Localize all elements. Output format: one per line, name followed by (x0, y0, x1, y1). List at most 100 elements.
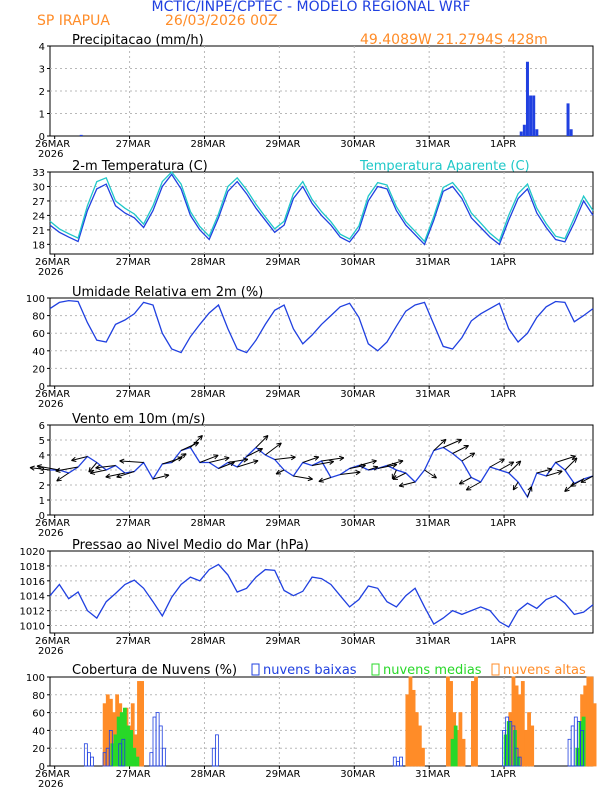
x-tick-label: 27MAR (116, 518, 151, 529)
cloud-bar (414, 712, 419, 767)
wind-arrow (218, 461, 235, 469)
cloud-bar (408, 676, 413, 767)
cloud-bar (530, 725, 535, 767)
year-label: 2026 (38, 646, 63, 657)
wind-arrow (391, 469, 397, 480)
low-clouds-legend-swatch (251, 663, 260, 676)
wind-arrowhead (371, 459, 377, 465)
wind-arrowhead (89, 469, 96, 475)
cloud-bar (527, 712, 531, 767)
y-tick-label: 60 (32, 709, 45, 720)
x-tick-label: 31MAR (415, 769, 450, 780)
wind-arrow (461, 452, 475, 462)
cloud-bar (113, 734, 118, 767)
cloud-bar (135, 756, 140, 767)
wind-arrow (88, 462, 98, 473)
wind-arrowhead (116, 473, 122, 479)
x-tick-label: 1APR (490, 518, 516, 529)
wind-arrow (274, 456, 296, 460)
x-tick-label: 28MAR (190, 389, 225, 400)
y-tick-label: 24 (32, 211, 45, 222)
wind-arrow (237, 460, 259, 468)
wind-arrow (321, 457, 344, 462)
wind-arrow (246, 448, 263, 457)
wind-arrowhead (95, 464, 101, 470)
precip-bar (529, 95, 533, 136)
x-tick-label: 26MAR (35, 636, 70, 647)
panel-0: 26MAR 27MAR 28MAR 29MAR 30MAR 31MAR 1APR 2026 0 1… (35, 42, 594, 160)
cloud-bar (132, 747, 137, 767)
year-label: 2026 (38, 149, 63, 160)
y-tick-label: 40 (32, 347, 45, 358)
wind-arrow (171, 453, 187, 463)
y-tick-label: 3 (39, 466, 45, 477)
wind-arrowhead (465, 485, 472, 491)
cloud-bar (121, 738, 126, 767)
plot-frame (49, 171, 594, 255)
y-tick-label: 2 (39, 481, 45, 492)
wind-arrowhead (564, 486, 570, 492)
wind-arrow (152, 474, 170, 480)
wind-arrow (392, 472, 406, 480)
precip-title: Precipitacao (mm/h) (72, 33, 204, 48)
wind-arrow (466, 481, 481, 491)
series-line (49, 173, 594, 246)
series-line (49, 299, 594, 354)
y-tick-label: 60 (32, 329, 45, 340)
x-tick-label: 26MAR (35, 518, 70, 529)
wind-arrow (358, 460, 377, 466)
year-label: 2026 (38, 267, 63, 278)
wind-arrowhead (338, 455, 345, 462)
year-label: 2026 (38, 399, 63, 410)
y-tick-label: 1 (39, 496, 45, 507)
low-clouds-legend: nuvens baixas (263, 663, 357, 678)
x-tick-label: 29MAR (265, 636, 300, 647)
wind-arrow (116, 471, 135, 478)
year-label: 2026 (38, 528, 63, 539)
cloud-title: Cobertura de Nuvens (%) (72, 663, 237, 678)
y-tick-label: 1018 (20, 562, 45, 573)
medium-clouds-legend-swatch (371, 663, 380, 676)
humidity-title: Umidade Relativa em 2m (%) (72, 285, 263, 300)
wind-arrow (180, 442, 199, 451)
y-tick-label: 1014 (20, 592, 45, 603)
wind-arrow (190, 435, 203, 448)
y-tick-label: 1012 (20, 607, 45, 618)
x-tick-label: 27MAR (116, 769, 151, 780)
wind-arrowhead (355, 470, 361, 476)
precip-bar (535, 129, 539, 136)
y-tick-label: 21 (32, 226, 45, 237)
station-name: SP IRAPUA (37, 13, 110, 29)
cloud-bar (586, 676, 591, 767)
cloud-bar (90, 756, 94, 767)
precip-bar (569, 129, 573, 136)
wind-arrowhead (499, 458, 505, 464)
wind-arrowhead (257, 448, 263, 453)
wind-title: Vento em 10m (m/s) (72, 412, 205, 427)
cloud-bar (158, 725, 163, 767)
year-label: 2026 (38, 779, 63, 790)
wind-arrow (312, 461, 334, 466)
station-coords: 49.4089W 21.2794S 428m (360, 32, 548, 48)
x-tick-label: 28MAR (190, 139, 225, 150)
x-tick-label: 30MAR (340, 769, 375, 780)
wind-arrow (546, 470, 563, 477)
wind-arrowhead (105, 473, 111, 479)
cloud-bar (140, 681, 145, 767)
wind-arrowhead (197, 435, 203, 441)
high-clouds-legend-swatch (491, 663, 500, 676)
y-tick-label: 20 (32, 364, 45, 375)
wind-arrowhead (398, 459, 404, 465)
y-tick-label: 27 (32, 197, 45, 208)
x-tick-label: 29MAR (265, 518, 300, 529)
wind-arrow (499, 461, 515, 471)
wind-arrowhead (527, 486, 533, 492)
cloud-bar (458, 712, 463, 767)
wind-arrowhead (29, 465, 35, 471)
cloud-bar (517, 694, 522, 767)
x-tick-label: 31MAR (415, 389, 450, 400)
cloud-bar (137, 681, 141, 767)
x-tick-label: 31MAR (415, 139, 450, 150)
wind-arrow (293, 475, 313, 480)
x-tick-label: 27MAR (116, 389, 151, 400)
